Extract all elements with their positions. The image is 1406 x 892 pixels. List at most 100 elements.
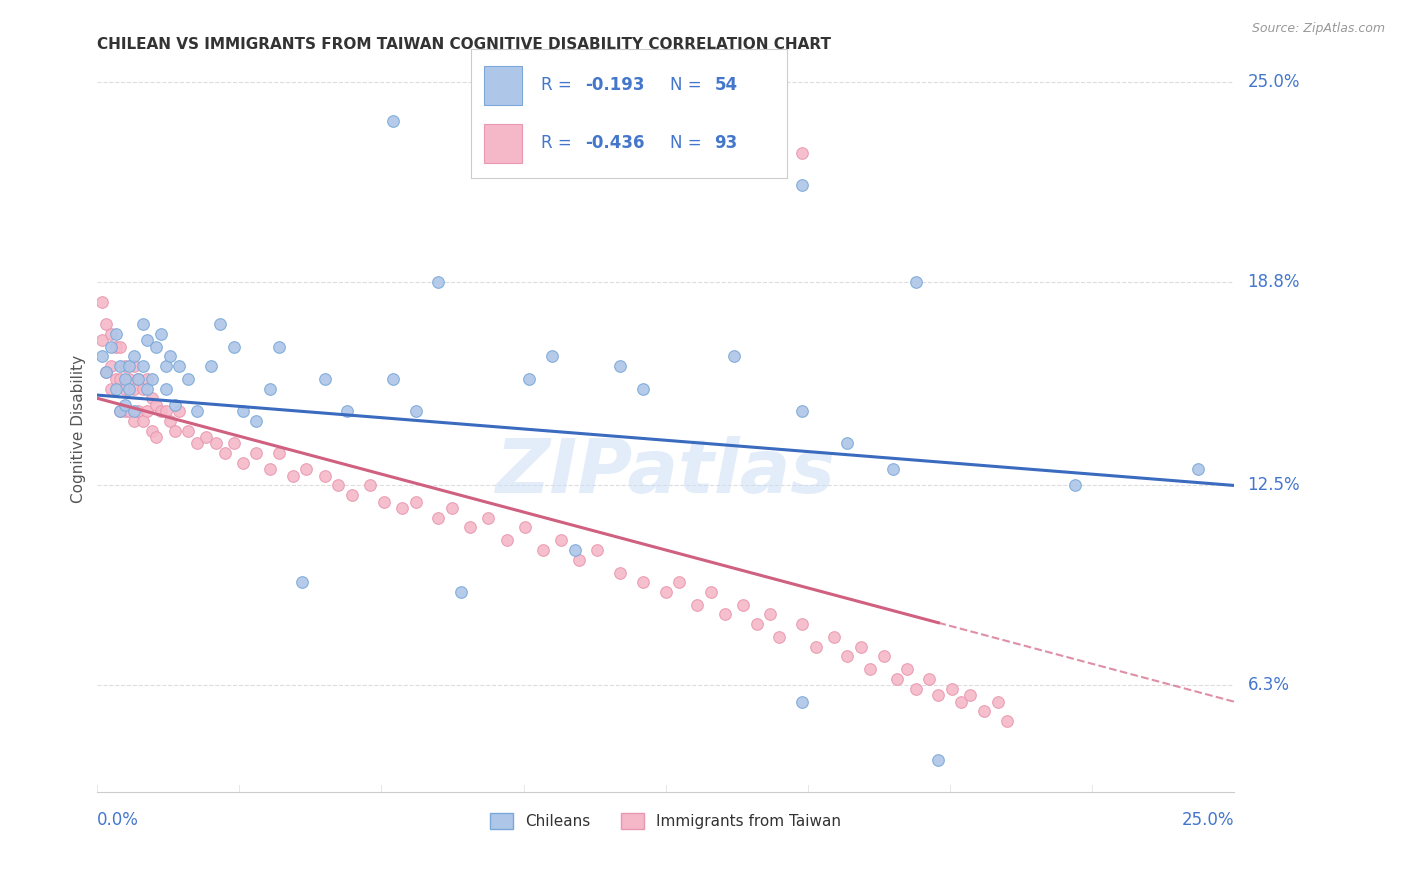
Point [167, 404, 190, 418]
Point [104, 326, 127, 341]
Point [804, 640, 827, 654]
Point [209, 317, 232, 331]
Point [118, 372, 141, 386]
FancyBboxPatch shape [484, 124, 522, 163]
Point [405, 404, 427, 418]
Point [132, 317, 155, 331]
Point [823, 630, 845, 644]
Point [918, 672, 941, 686]
Point [700, 585, 723, 599]
Point [167, 359, 190, 373]
Point [713, 607, 735, 622]
Point [259, 462, 281, 476]
Point [100, 340, 122, 354]
Point [96, 366, 118, 380]
Point [586, 543, 609, 558]
Point [927, 753, 949, 767]
Point [882, 462, 904, 476]
Point [177, 372, 200, 386]
Point [122, 404, 145, 418]
Point [122, 414, 145, 428]
Legend: Chileans, Immigrants from Taiwan: Chileans, Immigrants from Taiwan [484, 807, 848, 835]
Point [136, 372, 159, 386]
Point [108, 340, 131, 354]
Point [295, 462, 318, 476]
Text: -0.436: -0.436 [585, 135, 644, 153]
Point [155, 382, 177, 396]
Point [790, 617, 813, 632]
Point [118, 359, 141, 373]
Point [245, 414, 267, 428]
Point [114, 359, 136, 373]
Point [114, 382, 136, 396]
Point [450, 585, 472, 599]
Point [281, 468, 304, 483]
Point [768, 630, 790, 644]
Point [269, 340, 291, 354]
Point [132, 359, 155, 373]
Point [155, 404, 177, 418]
Point [150, 326, 173, 341]
Point [114, 372, 136, 386]
Point [104, 340, 127, 354]
Point [108, 372, 131, 386]
Point [745, 617, 768, 632]
Point [291, 575, 314, 590]
FancyBboxPatch shape [484, 66, 522, 104]
Point [136, 333, 159, 347]
Point [100, 359, 122, 373]
Point [314, 372, 336, 386]
Text: 18.8%: 18.8% [1247, 273, 1301, 291]
Text: CHILEAN VS IMMIGRANTS FROM TAIWAN COGNITIVE DISABILITY CORRELATION CHART: CHILEAN VS IMMIGRANTS FROM TAIWAN COGNIT… [97, 37, 831, 53]
Point [159, 350, 181, 364]
Point [108, 404, 131, 418]
Point [90, 333, 112, 347]
Point [222, 340, 245, 354]
Point [222, 436, 245, 450]
Text: 25.0%: 25.0% [1247, 73, 1301, 91]
Point [127, 372, 149, 386]
Point [373, 494, 395, 508]
Point [328, 478, 350, 492]
Point [232, 456, 254, 470]
Point [159, 414, 181, 428]
Point [790, 695, 813, 709]
Point [200, 359, 222, 373]
Point [104, 372, 127, 386]
Text: 0.0%: 0.0% [97, 812, 139, 830]
Point [340, 488, 363, 502]
Point [114, 398, 136, 412]
Point [564, 543, 586, 558]
Point [790, 404, 813, 418]
Point [550, 533, 572, 548]
Point [195, 430, 218, 444]
Point [541, 350, 564, 364]
Point [96, 366, 118, 380]
Point [122, 359, 145, 373]
Point [686, 598, 709, 612]
Text: N =: N = [671, 135, 702, 153]
Point [1187, 462, 1209, 476]
Point [163, 398, 186, 412]
Point [118, 404, 141, 418]
Point [108, 359, 131, 373]
Point [458, 520, 481, 534]
Point [336, 404, 359, 418]
Text: Source: ZipAtlas.com: Source: ZipAtlas.com [1251, 22, 1385, 36]
Point [259, 382, 281, 396]
Point [90, 350, 112, 364]
Text: R =: R = [541, 77, 571, 95]
Point [232, 404, 254, 418]
Point [108, 404, 131, 418]
Point [141, 392, 163, 406]
Point [973, 704, 995, 718]
Point [136, 382, 159, 396]
Text: 93: 93 [714, 135, 738, 153]
Point [114, 404, 136, 418]
Point [927, 688, 949, 702]
Point [959, 688, 981, 702]
Point [941, 681, 963, 696]
Point [873, 649, 896, 664]
Point [186, 404, 208, 418]
Point [790, 146, 813, 161]
